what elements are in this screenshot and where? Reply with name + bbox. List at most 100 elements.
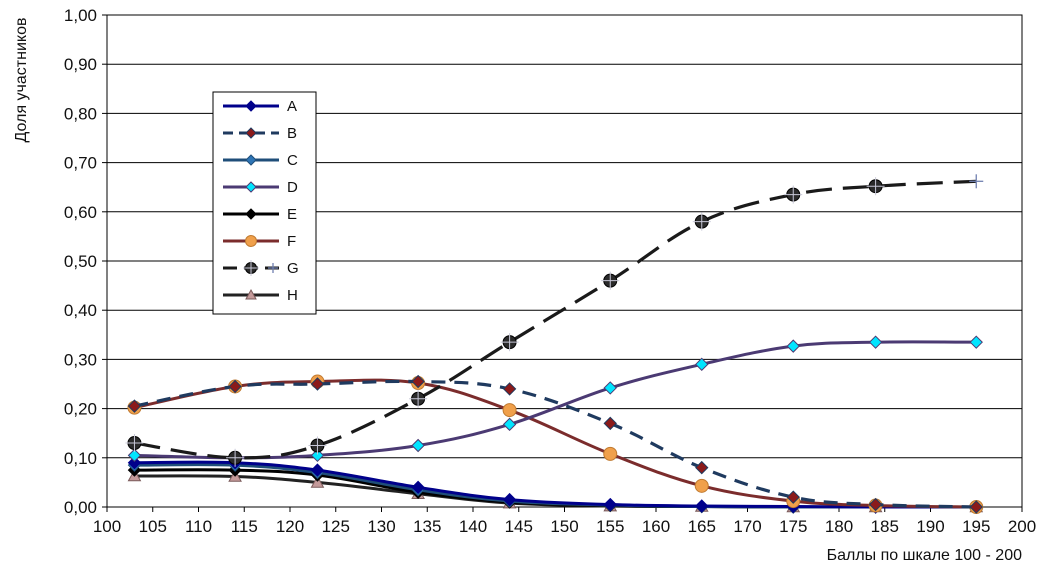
y-tick-label: 0,10	[64, 449, 97, 468]
legend-label: A	[287, 98, 297, 115]
data-point-g	[500, 333, 519, 352]
data-point-h	[310, 475, 325, 488]
series-b	[127, 374, 983, 514]
legend-label: D	[287, 179, 298, 196]
series-line-a	[134, 460, 977, 509]
y-tick-label: 0,60	[64, 203, 97, 222]
data-point-d	[127, 448, 142, 463]
data-point-b	[868, 497, 883, 512]
legend-marker	[245, 127, 257, 139]
data-point-b	[786, 490, 800, 504]
y-tick-label: 0,80	[64, 104, 97, 123]
legend-marker	[245, 288, 257, 300]
legend-item-e: E	[223, 206, 297, 223]
x-tick-label: 165	[688, 517, 716, 536]
x-tick-label: 200	[1008, 517, 1036, 536]
data-point-a	[502, 492, 517, 507]
data-point-g	[784, 185, 803, 204]
data-point-d	[502, 417, 517, 432]
data-point-b	[502, 382, 517, 396]
data-point-f	[603, 446, 618, 461]
x-tick-label: 155	[596, 517, 624, 536]
data-point-d	[786, 339, 800, 353]
data-point-b	[127, 399, 142, 413]
y-tick-label: 0,40	[64, 301, 97, 320]
legend-marker	[243, 260, 259, 276]
legend-marker	[245, 154, 257, 166]
legend-label: H	[287, 287, 298, 304]
x-tick-label: 135	[413, 517, 441, 536]
data-point-b	[603, 416, 617, 431]
data-point-g	[125, 434, 144, 453]
data-point-a	[411, 480, 425, 495]
series-d	[127, 335, 983, 465]
data-point-g	[308, 436, 327, 455]
legend-item-d: D	[223, 179, 298, 196]
x-tick-label: 125	[322, 517, 350, 536]
data-point-b	[695, 460, 709, 475]
series-layer	[125, 174, 984, 514]
legend-label: C	[287, 152, 298, 169]
x-tick-label: 120	[276, 517, 304, 536]
data-point-g	[866, 177, 885, 196]
y-tick-label: 0,50	[64, 252, 97, 271]
y-axis-title: Доля участников	[13, 18, 30, 143]
legend-item-c: C	[223, 152, 298, 169]
data-point-b	[228, 379, 242, 394]
series-line-g	[134, 179, 977, 460]
legend-item-a: A	[223, 98, 297, 115]
x-axis-ticks: 100 105 110 115 120 125 130 135 140 145 150 155 160 1…	[93, 507, 1036, 536]
x-tick-label: 170	[733, 517, 761, 536]
legend-label: E	[287, 206, 297, 223]
y-tick-label: 0,20	[64, 400, 97, 419]
x-tick-label: 185	[871, 517, 899, 536]
data-point-b	[310, 377, 325, 391]
y-tick-label: 0,00	[64, 498, 97, 517]
data-point-d	[310, 448, 325, 463]
legend-label: F	[287, 233, 296, 250]
data-point-f	[694, 478, 709, 493]
data-point-g	[409, 389, 428, 408]
legend-marker	[268, 263, 278, 273]
x-axis-title: Баллы по шкале 100 - 200	[827, 547, 1023, 564]
data-point-b	[969, 500, 983, 514]
legend-item-g: G	[223, 260, 299, 277]
legend-marker	[245, 208, 257, 220]
data-point-d	[969, 335, 983, 349]
data-point-g	[601, 271, 620, 290]
data-point-a	[310, 463, 325, 477]
data-point-g	[692, 212, 711, 231]
data-point-g	[969, 174, 984, 189]
x-tick-label: 100	[93, 517, 121, 536]
data-point-f	[502, 403, 517, 418]
legend-item-f: F	[223, 233, 296, 250]
data-point-a	[603, 497, 617, 512]
y-tick-label: 0,90	[64, 55, 97, 74]
data-point-a	[695, 499, 709, 513]
data-point-g	[226, 448, 245, 467]
y-tick-label: 0,30	[64, 350, 97, 369]
x-tick-label: 180	[825, 517, 853, 536]
series-line-d	[134, 340, 977, 460]
data-point-d	[603, 381, 617, 395]
series-f	[127, 374, 984, 514]
legend-item-b: B	[223, 125, 297, 142]
x-tick-label: 160	[642, 517, 670, 536]
data-point-d	[868, 335, 883, 349]
x-tick-label: 115	[231, 517, 258, 536]
data-point-d	[695, 357, 709, 372]
data-point-d	[411, 438, 425, 453]
legend-box	[212, 91, 317, 315]
series-g	[125, 174, 984, 467]
legend-marker	[245, 181, 257, 193]
legend-label: B	[287, 125, 297, 142]
x-tick-label: 140	[459, 517, 487, 536]
data-point-b	[411, 374, 425, 389]
y-axis-ticks: 0,00 0,10 0,20 0,30 0,40 0,50 0,60 0,70 0,80 0,90…	[64, 6, 107, 517]
x-tick-label: 145	[505, 517, 533, 536]
x-tick-label: 105	[139, 517, 167, 536]
legend-marker	[245, 100, 257, 112]
x-tick-label: 110	[185, 517, 212, 536]
